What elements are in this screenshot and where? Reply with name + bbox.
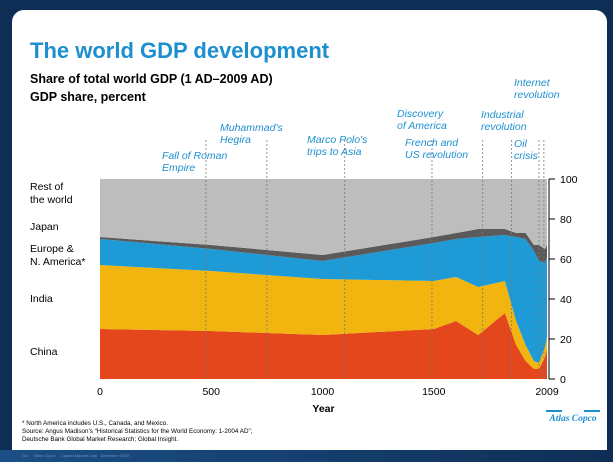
event-fall-of-roman-label-2: Empire [162,162,195,174]
event-discovery-label-1: Discovery [397,108,444,120]
series-label-4: India [30,293,53,305]
y-tick-label: 60 [560,254,572,266]
event-discovery-label-2: of America [397,120,447,132]
footnote-source-line-2: Deutsche Bank Global Market Research; Gl… [22,436,179,443]
event-oil-label-1: Oil [514,138,528,150]
y-tick-label: 100 [560,174,578,186]
area-china [100,313,547,379]
event-marco-polo-s-label-1: Marco Polo's [307,134,368,146]
bottom-bar-text: Ga Atlas Copco Capital Markets Day Decem… [22,453,129,458]
logo-text: Atlas Copco [549,414,597,424]
event-industrial-label-2: revolution [481,121,527,133]
atlas-copco-logo: Atlas Copco [546,410,600,434]
logo-bar-left [546,410,562,412]
series-label-1-line-2: the world [30,194,73,206]
event-french-and-label-1: French and [405,137,459,149]
area-india [100,265,547,369]
x-tick-label: 1000 [311,386,335,398]
event-muhammad-s-label-1: Muhammad's [220,122,283,134]
area-europe-n-america [100,235,547,363]
series-label-5: China [30,346,58,358]
footnote: * North America includes U.S., Canada, a… [22,420,252,444]
x-tick-label: 2009 [535,386,559,398]
series-label-3: Europe & [30,243,74,255]
x-axis-title: Year [312,403,334,415]
page-title: The world GDP development [30,38,330,63]
chart-subtitle: Share of total world GDP (1 AD–2009 AD) … [30,70,273,106]
event-internet-label-2: revolution [514,89,560,101]
event-marco-polo-s-label-2: trips to Asia [307,146,362,158]
event-industrial-label-1: Industrial [481,109,524,121]
event-internet-label-1: Internet [514,77,551,89]
x-tick-label: 1500 [422,386,446,398]
y-tick-label: 40 [560,294,572,306]
footnote-source-line: Source: Angus Madison’s “Historical Stat… [22,428,253,435]
event-fall-of-roman-label-1: Fall of Roman [162,150,228,162]
subtitle-line-1: Share of total world GDP (1 AD–2009 AD) [30,72,273,86]
bottom-bar: Ga Atlas Copco Capital Markets Day Decem… [0,450,613,462]
logo-bar-right [584,410,600,412]
y-tick-label: 0 [560,374,566,386]
series-label-1: Rest of [30,181,63,193]
area-japan [100,229,547,263]
y-tick-label: 80 [560,214,572,226]
event-oil-label-2: crisis [514,150,539,162]
event-french-and-label-2: US revolution [405,149,468,161]
footnote-line-1: * North America includes U.S., Canada, a… [22,420,168,427]
series-label-3-line-2: N. America* [30,256,85,268]
series-label-2: Japan [30,221,59,233]
area-rest-of-the-world [100,179,547,255]
x-tick-label: 0 [97,386,103,398]
x-tick-label: 500 [202,386,220,398]
subtitle-line-2: GDP share, percent [30,90,146,104]
event-muhammad-s-label-2: Hegira [220,134,251,146]
y-tick-label: 20 [560,334,572,346]
